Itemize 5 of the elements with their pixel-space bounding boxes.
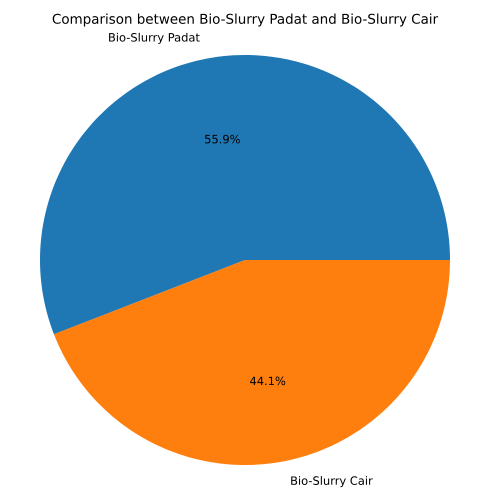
chart-title: Comparison between Bio-Slurry Padat and Bio-Slurry Cair [52,13,438,27]
slice-label: Bio-Slurry Padat [109,32,200,44]
slice-label: Bio-Slurry Cair [291,476,373,488]
data-label: 44.1% [250,376,286,386]
data-label: 55.9% [205,134,240,144]
